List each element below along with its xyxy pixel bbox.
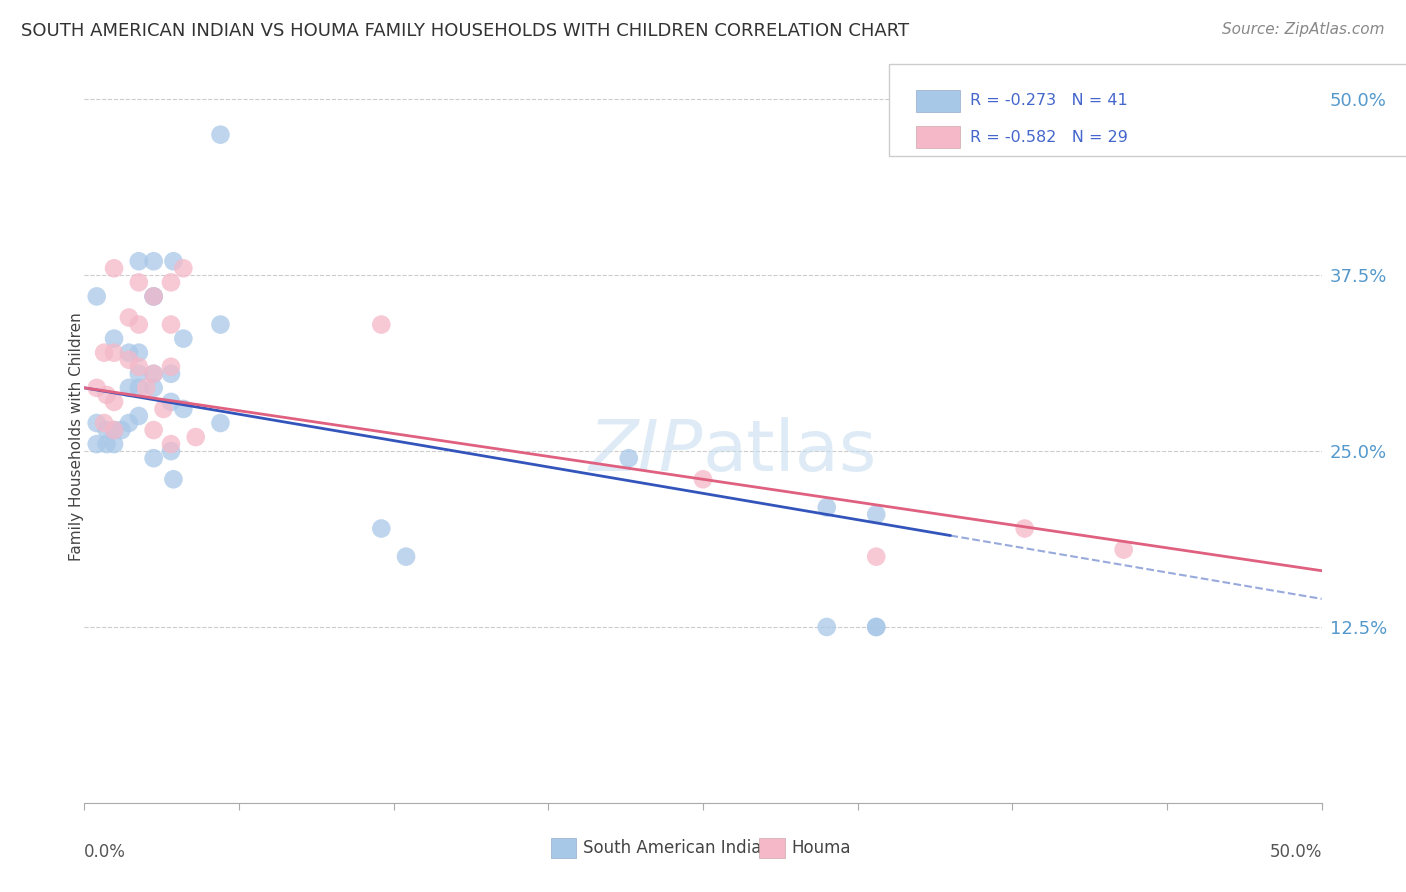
Point (96, 423, 118, 437)
Point (172, 332, 194, 346)
Point (128, 359, 150, 374)
Point (128, 367, 150, 381)
Text: SOUTH AMERICAN INDIAN VS HOUMA FAMILY HOUSEHOLDS WITH CHILDREN CORRELATION CHART: SOUTH AMERICAN INDIAN VS HOUMA FAMILY HO… (21, 22, 910, 40)
Y-axis label: Family Households with Children: Family Households with Children (69, 313, 83, 561)
Point (86, 416, 108, 430)
Point (160, 276, 183, 290)
Text: R = -0.582   N = 29: R = -0.582 N = 29 (970, 129, 1128, 145)
Point (128, 276, 150, 290)
Point (135, 381, 157, 395)
Text: 0.0%: 0.0% (84, 843, 127, 861)
Point (865, 549, 887, 564)
Point (160, 318, 183, 332)
Point (103, 423, 125, 437)
Text: ZIP: ZIP (589, 417, 703, 486)
Point (118, 381, 141, 395)
Point (152, 401, 174, 416)
Point (103, 437, 125, 451)
Text: atlas: atlas (703, 417, 877, 486)
Bar (915, 89, 960, 112)
Point (110, 423, 132, 437)
Point (128, 381, 150, 395)
Point (142, 254, 165, 268)
Point (142, 381, 165, 395)
Point (209, 318, 232, 332)
Text: R = -0.273   N = 41: R = -0.273 N = 41 (970, 94, 1128, 108)
Point (103, 332, 125, 346)
Point (86, 289, 108, 303)
Point (162, 254, 184, 268)
Point (96, 388, 118, 402)
Point (128, 254, 150, 268)
Text: South American Indians: South American Indians (583, 839, 782, 857)
Point (103, 423, 125, 437)
Point (128, 409, 150, 423)
Point (865, 620, 887, 634)
Point (128, 318, 150, 332)
Text: 50.0%: 50.0% (1270, 843, 1322, 861)
Point (118, 310, 141, 325)
Point (86, 381, 108, 395)
Point (172, 401, 194, 416)
Point (118, 416, 141, 430)
Point (209, 416, 232, 430)
Point (93, 345, 115, 359)
Point (370, 521, 392, 535)
Point (162, 472, 184, 486)
Point (184, 430, 207, 444)
Point (815, 500, 838, 515)
Point (142, 367, 165, 381)
Point (96, 437, 118, 451)
Point (142, 423, 165, 437)
Point (118, 352, 141, 367)
Point (103, 345, 125, 359)
Point (1112, 542, 1135, 557)
Point (103, 261, 125, 276)
Point (692, 472, 714, 486)
Point (1014, 521, 1036, 535)
Text: Source: ZipAtlas.com: Source: ZipAtlas.com (1222, 22, 1385, 37)
Point (209, 128, 232, 142)
Point (865, 508, 887, 522)
Point (617, 451, 640, 466)
Point (172, 261, 194, 276)
Point (142, 451, 165, 466)
Text: Houma: Houma (792, 839, 851, 857)
Point (160, 359, 183, 374)
Point (128, 345, 150, 359)
Point (370, 318, 392, 332)
Point (103, 395, 125, 409)
Bar (915, 126, 960, 148)
Point (118, 345, 141, 359)
Point (142, 289, 165, 303)
Point (160, 437, 183, 451)
Point (93, 416, 115, 430)
Point (815, 620, 838, 634)
Point (142, 367, 165, 381)
Point (865, 620, 887, 634)
Point (395, 549, 418, 564)
FancyBboxPatch shape (889, 64, 1406, 156)
Point (142, 289, 165, 303)
Point (86, 437, 108, 451)
Point (142, 289, 165, 303)
Point (160, 395, 183, 409)
Point (160, 367, 183, 381)
Point (160, 444, 183, 458)
